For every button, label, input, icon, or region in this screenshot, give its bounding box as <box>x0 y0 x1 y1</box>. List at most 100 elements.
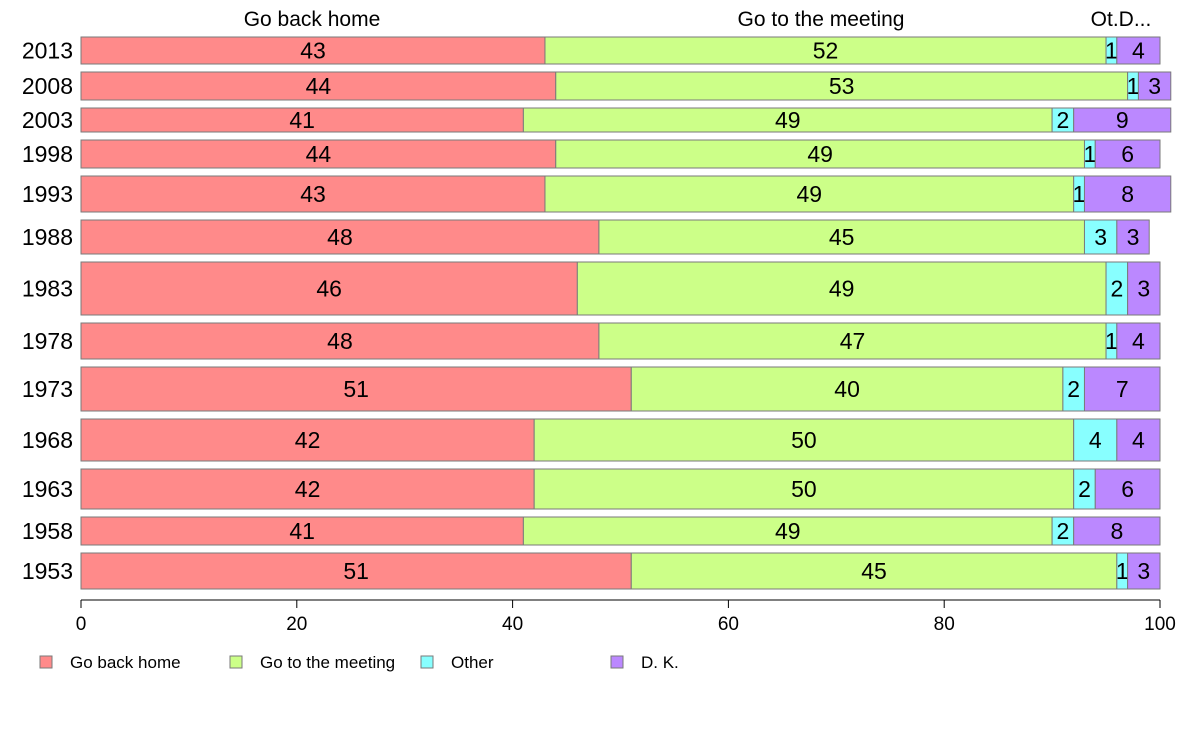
column-header: Go to the meeting <box>738 8 905 31</box>
data-label: 3 <box>1094 224 1107 250</box>
row-label: 1968 <box>22 427 73 453</box>
data-label: 49 <box>775 518 801 544</box>
legend-item: Go to the meeting <box>229 653 395 672</box>
data-label: 48 <box>327 224 353 250</box>
data-label: 49 <box>775 107 801 133</box>
bar-row: 1983 46 49 2 3 <box>22 261 1161 316</box>
legend-swatch <box>610 655 624 669</box>
column-header: Go back home <box>244 8 381 31</box>
bar-segment-go-to-the-meeting <box>555 139 1085 169</box>
bar-row: 1968 42 50 4 4 <box>22 418 1161 462</box>
bar-segment-d-k <box>1094 139 1161 169</box>
bar-segment-go-to-the-meeting <box>544 36 1107 65</box>
bar-segment-d-k <box>1083 175 1172 213</box>
bar-segment-go-back-home <box>80 468 535 510</box>
bar-segment-go-to-the-meeting <box>533 418 1075 462</box>
x-tick-label: 80 <box>934 614 955 635</box>
legend-item: D. K. <box>610 653 679 672</box>
legend-label: D. K. <box>641 653 679 672</box>
legend-label: Go to the meeting <box>260 653 395 672</box>
data-label: 6 <box>1121 476 1134 502</box>
data-label: 42 <box>295 476 321 502</box>
data-label: 53 <box>829 73 855 99</box>
data-label: 1 <box>1105 328 1118 354</box>
x-tick-label: 60 <box>718 614 739 635</box>
legend-item: Other <box>420 653 494 672</box>
bar-segment-go-back-home <box>80 261 578 316</box>
bar-segment-d-k <box>1094 468 1161 510</box>
legend-swatch <box>39 655 53 669</box>
data-label: 50 <box>791 427 817 453</box>
data-label: 4 <box>1132 328 1145 354</box>
data-label: 2 <box>1056 518 1069 544</box>
bar-segment-other <box>1083 219 1118 255</box>
row-label: 1988 <box>22 224 73 250</box>
bar-row: 1978 48 47 1 4 <box>22 322 1161 360</box>
bar-segment-go-to-the-meeting <box>598 219 1085 255</box>
x-tick-label: 100 <box>1144 614 1176 635</box>
row-label: 1978 <box>22 328 73 354</box>
x-axis: 0 20 40 60 80 100 <box>76 599 1176 635</box>
data-label: 3 <box>1137 558 1150 584</box>
data-label: 2 <box>1056 107 1069 133</box>
data-label: 47 <box>840 328 866 354</box>
data-label: 44 <box>306 141 332 167</box>
bar-row: 1988 48 45 3 3 <box>22 219 1150 255</box>
data-label: 48 <box>327 328 353 354</box>
bar-segment-d-k <box>1116 36 1161 65</box>
bar-row: 1963 42 50 2 6 <box>22 468 1161 510</box>
bar-segment-go-to-the-meeting <box>544 175 1075 213</box>
data-label: 6 <box>1121 141 1134 167</box>
bar-row: 2003 41 49 2 9 <box>22 107 1172 133</box>
bar-row: 1958 41 49 2 8 <box>22 516 1161 546</box>
data-label: 9 <box>1116 107 1129 133</box>
row-label: 1983 <box>22 276 73 302</box>
data-label: 41 <box>289 107 315 133</box>
bar-segment-d-k <box>1116 418 1161 462</box>
data-label: 41 <box>289 518 315 544</box>
row-label: 2008 <box>22 73 73 99</box>
bar-segment-go-back-home <box>80 552 632 590</box>
bar-segment-go-back-home <box>80 175 546 213</box>
bar-segment-go-to-the-meeting <box>533 468 1075 510</box>
bar-segment-go-to-the-meeting <box>522 516 1053 546</box>
bar-row: 1953 51 45 1 3 <box>22 552 1161 590</box>
legend-label: Other <box>451 653 494 672</box>
column-header: Ot.D... <box>1091 8 1152 31</box>
data-label: 4 <box>1089 427 1102 453</box>
row-label: 1998 <box>22 141 73 167</box>
data-label: 3 <box>1148 73 1161 99</box>
bar-segment-d-k <box>1137 71 1172 101</box>
bar-segment-d-k <box>1073 516 1161 546</box>
bar-segment-go-to-the-meeting <box>630 366 1064 412</box>
row-label: 1993 <box>22 181 73 207</box>
legend: Go back home Go to the meeting Other D. K. <box>39 653 679 672</box>
data-label: 3 <box>1137 276 1150 302</box>
data-label: 51 <box>343 376 369 402</box>
data-label: 45 <box>829 224 855 250</box>
bar-segment-go-back-home <box>80 36 546 65</box>
x-tick-label: 0 <box>76 614 87 635</box>
data-label: 1 <box>1083 141 1096 167</box>
data-label: 51 <box>343 558 369 584</box>
row-label: 2013 <box>22 38 73 64</box>
row-label: 2003 <box>22 107 73 133</box>
bar-segment-go-to-the-meeting <box>522 107 1053 133</box>
data-label: 1 <box>1127 73 1140 99</box>
data-label: 3 <box>1127 224 1140 250</box>
bar-row: 1973 51 40 2 7 <box>22 366 1161 412</box>
row-label: 1953 <box>22 558 73 584</box>
data-label: 49 <box>797 181 823 207</box>
legend-swatch <box>229 655 243 669</box>
bar-segment-go-back-home <box>80 322 600 360</box>
data-label: 46 <box>316 276 342 302</box>
data-label: 2 <box>1110 276 1123 302</box>
data-label: 43 <box>300 38 326 64</box>
data-label: 44 <box>306 73 332 99</box>
x-tick-label: 40 <box>502 614 523 635</box>
legend-label: Go back home <box>70 653 181 672</box>
data-label: 8 <box>1121 181 1134 207</box>
bar-row: 1993 43 49 1 8 <box>22 175 1172 213</box>
bar-segment-d-k <box>1073 107 1172 133</box>
